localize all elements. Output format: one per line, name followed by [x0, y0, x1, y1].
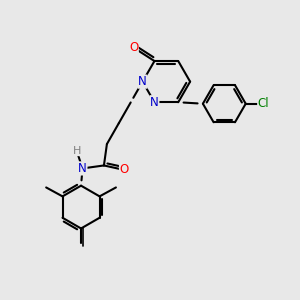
Text: N: N: [138, 75, 147, 88]
Text: O: O: [129, 41, 138, 54]
Text: N: N: [78, 162, 87, 175]
Text: H: H: [72, 146, 81, 156]
Text: O: O: [119, 164, 129, 176]
Text: Cl: Cl: [258, 97, 269, 110]
Text: N: N: [150, 96, 159, 109]
